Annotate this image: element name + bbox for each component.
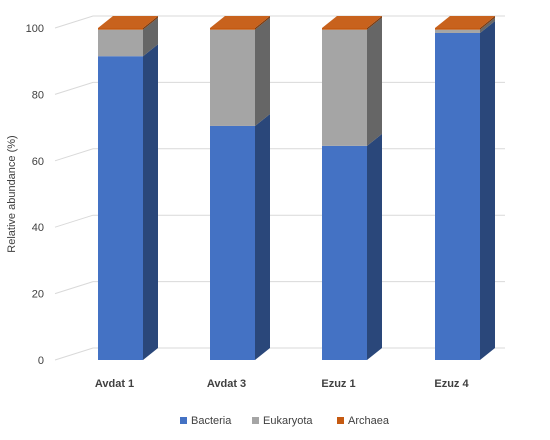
bar-segment-eukaryota [98,29,143,57]
bar-segment-eukaryota [435,29,480,33]
bar-segment-bacteria [98,56,143,360]
y-tick-label: 0 [38,355,44,367]
x-tick-label: Avdat 1 [95,378,134,390]
bar-segment-side-archaea [255,16,270,30]
legend: Bacteria Eukaryota Archaea [180,415,390,427]
legend-swatch-eukaryota [252,417,259,424]
bar-ezuz-1 [322,16,382,360]
bar-segment-side-eukaryota [367,17,382,146]
bar-segment-archaea [322,28,367,30]
bar-segment-side-bacteria [143,44,158,360]
bar-segment-bacteria [435,32,480,360]
bar-top-face [98,16,158,28]
bar-segment-eukaryota [322,29,367,146]
legend-swatch-archaea [337,417,344,424]
y-tick-label: 100 [26,23,44,35]
bar-top-face [435,16,495,28]
bar-segment-bacteria [322,145,367,360]
bar-segment-bacteria [210,125,255,360]
x-tick-label: Avdat 3 [207,378,246,390]
bar-segment-side-archaea [367,16,382,30]
y-tick-label: 80 [32,89,44,101]
bar-segment-archaea [98,28,143,30]
bar-segment-side-archaea [480,16,495,30]
bar-avdat-3 [210,16,270,360]
bar-top-face [210,16,270,28]
bar-segment-archaea [210,28,255,30]
y-axis-title: Relative abundance (%) [6,135,18,252]
y-axis-ticks: 0 20 40 60 80 100 [26,23,44,367]
bar-avdat-1 [98,16,158,360]
bar-segment-side-bacteria [367,133,382,360]
y-tick-label: 20 [32,289,44,301]
y-tick-label: 60 [32,156,44,168]
legend-swatch-bacteria [180,417,187,424]
x-tick-label: Ezuz 4 [434,378,469,390]
bar-segment-eukaryota [210,29,255,126]
y-tick-label: 40 [32,222,44,234]
bar-segment-side-archaea [143,16,158,30]
legend-label-eukaryota: Eukaryota [263,415,313,427]
x-tick-label: Ezuz 1 [321,378,355,390]
bar-ezuz-4 [435,16,495,360]
legend-label-archaea: Archaea [348,415,390,427]
bar-segment-side-eukaryota [143,17,158,57]
bar-top-face [322,16,382,28]
legend-label-bacteria: Bacteria [191,415,232,427]
bar-segment-side-bacteria [255,113,270,360]
bars [98,16,495,360]
bar-segment-side-eukaryota [255,17,270,126]
bar-segment-side-eukaryota [480,17,495,33]
bar-segment-side-bacteria [480,20,495,360]
bar-segment-archaea [435,28,480,30]
